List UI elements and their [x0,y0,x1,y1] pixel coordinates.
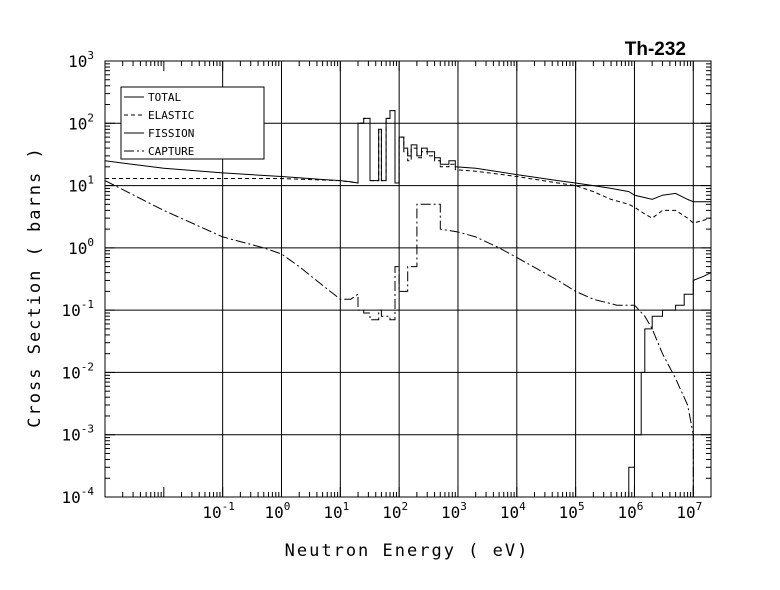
legend: TOTAL ELASTIC FISSION CAPTURE [120,86,265,160]
y-tick-labels: 10-4 10-3 10-2 10-1 100 101 102 103 [61,49,94,507]
y-tick-label: 101 [68,174,94,196]
x-tick-label: 104 [500,500,526,522]
x-tick-label: 101 [323,500,349,522]
x-axis-title: Neutron Energy ( eV) [285,541,530,561]
legend-box [120,86,265,160]
series-elastic-line [105,110,712,224]
chart-title: Th-232 [625,39,686,60]
y-tick-label: 10-1 [61,298,94,320]
series-capture-line [104,180,694,497]
x-tick-label: 10-1 [202,500,235,522]
x-tick-label: 103 [441,500,467,522]
legend-total-label: TOTAL [148,91,181,104]
y-tick-label: 10-4 [61,485,94,507]
legend-fission-label: FISSION [148,127,194,140]
legend-capture-label: CAPTURE [148,145,194,158]
y-tick-label: 102 [68,111,94,133]
y-tick-label: 10-3 [61,423,94,445]
x-tick-label: 105 [559,500,585,522]
x-tick-label: 106 [618,500,644,522]
series-layer [104,110,712,498]
y-tick-label: 103 [68,49,94,71]
legend-elastic-label: ELASTIC [148,109,194,122]
x-tick-labels: 10-1 100 101 102 103 104 105 106 107 [202,500,702,522]
series-fission-line [616,272,712,498]
y-tick-label: 10-2 [61,360,94,382]
axis-ticks [104,60,712,498]
x-tick-label: 100 [265,500,291,522]
x-tick-label: 107 [676,500,702,522]
y-tick-label: 100 [68,236,94,258]
x-tick-label: 102 [382,500,408,522]
plot-frame [104,60,712,498]
y-axis-title: Cross Section ( barns ) [25,146,45,427]
